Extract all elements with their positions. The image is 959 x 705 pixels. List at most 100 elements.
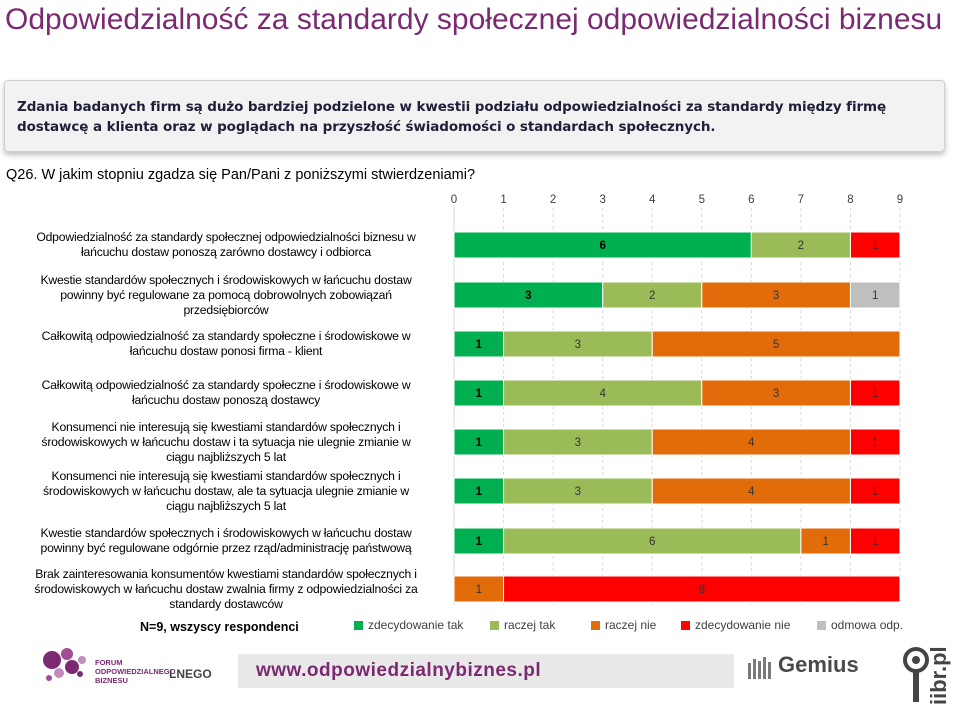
footer: FORUM ODPOWIEDZIALNEGO BIZNESU LNEGO www…: [0, 640, 959, 705]
bar-segment: [849, 231, 901, 259]
legend-item: odmowa odp.: [817, 618, 903, 632]
bar-segment: [453, 527, 505, 555]
bar-segment: [602, 281, 703, 309]
legend-item: zdecydowanie tak: [354, 618, 463, 632]
data-label: 4: [748, 437, 755, 449]
data-label: 3: [575, 486, 581, 498]
category-label-line: powinny być regulowane za pomocą dobrowo…: [60, 287, 392, 302]
iibr-logo-text: iibr.pl: [926, 646, 951, 705]
category-label-line: łańcuchu dostaw ponosi firma - klient: [129, 344, 323, 358]
data-label: 1: [476, 486, 483, 498]
bar-segment: [800, 527, 851, 555]
legend-label: zdecydowanie nie: [695, 618, 791, 632]
x-tick-label: 1: [500, 194, 506, 206]
bar-segment: [453, 231, 752, 259]
legend-label: raczej tak: [504, 618, 556, 632]
category-label-line: ciągu najbliższych 5 lat: [166, 449, 286, 464]
forum-logo-text: FORUM ODPOWIEDZIALNEGO BIZNESU: [95, 658, 176, 685]
bar-segment: [750, 231, 851, 259]
bar-segment: [503, 575, 901, 603]
bar-segment: [651, 477, 851, 505]
category-label-line: Całkowitą odpowiedzialność za standardy …: [41, 378, 411, 392]
data-label: 4: [748, 486, 755, 498]
data-label: 1: [872, 388, 878, 400]
data-label: 1: [872, 536, 878, 548]
forum-logo-dots-icon: [43, 648, 86, 681]
legend-swatch: [681, 620, 690, 630]
category-label-line: łańcuchu dostaw ponoszą dostawcy: [131, 393, 321, 407]
x-tick-label: 5: [699, 194, 705, 206]
legend-label: zdecydowanie tak: [368, 618, 464, 632]
bar-segment: [453, 379, 505, 407]
category-label-line: środowiskowych w łańcuchu dostaw, ale ta…: [43, 483, 409, 498]
category-label: Konsumenci nie interesują się kwestiami …: [0, 469, 452, 514]
bar-segment: [503, 379, 703, 407]
category-label-line: Kwestie standardów społecznych i środowi…: [40, 272, 412, 287]
category-label: Brak zainteresowania konsumentów kwestia…: [0, 567, 452, 612]
forum-logo: FORUM ODPOWIEDZIALNEGO BIZNESU LNEGO: [40, 640, 220, 700]
data-label: 1: [872, 437, 878, 449]
slide-title: Odpowiedzialność za standardy społecznej…: [5, 3, 943, 36]
data-label: 3: [575, 339, 581, 351]
x-tick-label: 9: [897, 194, 903, 206]
x-tick-label: 6: [748, 194, 754, 206]
data-label: 2: [798, 240, 804, 252]
bar-segment: [503, 428, 653, 456]
legend-swatch: [490, 620, 499, 630]
data-label: 3: [575, 437, 581, 449]
category-label-line: przedsiębiorców: [183, 302, 269, 317]
category-label: Odpowiedzialność za standardy społecznej…: [0, 230, 452, 260]
x-tick-label: 0: [451, 194, 457, 206]
category-label-line: łańcuchu dostaw ponoszą zarówno dostawcy…: [81, 245, 371, 259]
legend-label: raczej nie: [605, 618, 657, 632]
iibr-logo-icon: [903, 647, 929, 702]
data-label: 1: [872, 486, 878, 498]
x-tick-label: 8: [847, 194, 853, 206]
x-tick-label: 3: [599, 194, 605, 206]
bar-segment: [651, 428, 851, 456]
legend-item: raczej tak: [490, 618, 555, 632]
data-label: 5: [773, 339, 779, 351]
data-label: 1: [872, 290, 878, 302]
legend-label: odmowa odp.: [831, 618, 904, 632]
x-tick-label: 4: [649, 194, 656, 206]
bar-segment: [503, 477, 653, 505]
bar-segment: [849, 477, 901, 505]
data-label: 4: [599, 388, 606, 400]
bar-segment: [651, 330, 901, 358]
bar-segment: [503, 330, 653, 358]
category-label: Całkowitą odpowiedzialność za standardy …: [0, 378, 452, 408]
gemius-logo-icon: [748, 657, 771, 679]
bar-segment: [701, 379, 851, 407]
category-label: Kwestie standardów społecznych i środowi…: [0, 273, 452, 318]
bar-segment: [849, 527, 901, 555]
legend-item: raczej nie: [591, 618, 656, 632]
category-label: Konsumenci nie interesują się kwestiami …: [0, 420, 452, 465]
website-url: www.odpowiedzialnybiznes.pl: [256, 660, 542, 681]
bar-segment: [453, 281, 604, 309]
legend-swatch: [591, 620, 600, 630]
category-label-line: ciągu najbliższych 5 lat: [166, 498, 286, 513]
bar-segment: [849, 428, 901, 456]
category-label-line: powinny być regulowane odgórnie przez rz…: [40, 541, 412, 555]
category-label-line: środowiskowych w łańcuchu dostaw zwalnia…: [34, 581, 418, 596]
category-label-line: Konsumenci nie interesują się kwestiami …: [51, 468, 401, 483]
data-label: 6: [599, 240, 605, 252]
x-tick-label: 7: [798, 194, 804, 206]
data-label: 1: [476, 388, 483, 400]
summary-box: Zdania badanych firm są dużo bardziej po…: [4, 80, 945, 152]
chart-legend: zdecydowanie tak raczej tak raczej nie zdec…: [348, 616, 904, 636]
sample-size-note: N=9, wszyscy respondenci: [140, 620, 299, 634]
website-url-bar: www.odpowiedzialnybiznes.pl: [238, 654, 734, 688]
legend-item: zdecydowanie nie: [681, 618, 790, 632]
data-label: 3: [773, 290, 779, 302]
x-tick-label: 2: [550, 194, 556, 206]
data-label: 1: [476, 536, 483, 548]
category-label-line: Odpowiedzialność za standardy społecznej…: [36, 230, 416, 244]
data-label: 1: [872, 240, 878, 252]
data-label: 3: [773, 388, 779, 400]
bar-segment: [453, 428, 505, 456]
category-label-line: Całkowitą odpowiedzialność za standardy …: [41, 329, 411, 343]
bar-segment: [849, 281, 901, 309]
data-label: 3: [525, 290, 531, 302]
